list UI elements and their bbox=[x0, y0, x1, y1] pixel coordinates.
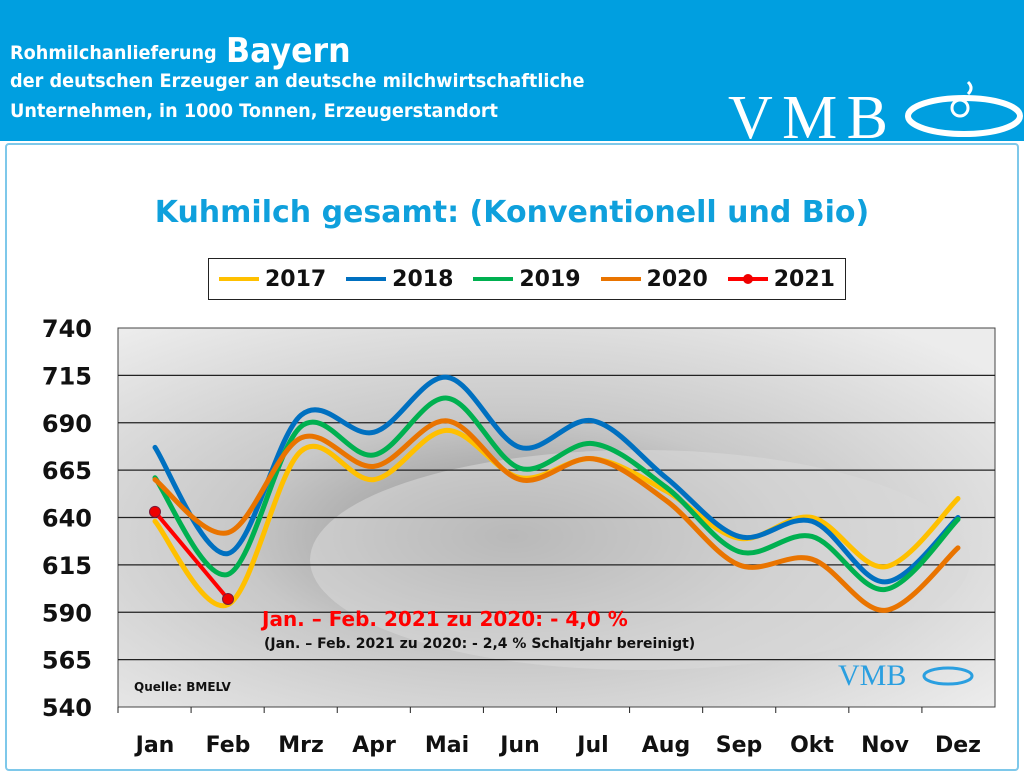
legend-label: 2017 bbox=[264, 266, 327, 292]
legend-label: 2018 bbox=[392, 266, 454, 292]
watermark-logo-swirl bbox=[922, 666, 974, 686]
y-tick-label: 640 bbox=[42, 505, 92, 533]
legend-swatch bbox=[727, 274, 768, 284]
y-tick-label: 615 bbox=[42, 552, 92, 580]
y-tick-label: 690 bbox=[42, 410, 92, 438]
y-tick-label: 715 bbox=[42, 362, 92, 390]
x-tick-label: Dez bbox=[935, 733, 981, 758]
x-tick-label: Jun bbox=[498, 733, 540, 758]
legend-item-2019: 2019 bbox=[473, 266, 581, 292]
y-tick-label: 740 bbox=[42, 315, 92, 343]
header-subtitle-1: der deutschen Erzeuger an deutsche milch… bbox=[10, 70, 585, 92]
legend-swatch bbox=[218, 277, 259, 281]
chart-title: Kuhmilch gesamt: (Konventionell und Bio) bbox=[154, 195, 870, 230]
legend-label: 2019 bbox=[519, 266, 581, 292]
x-tick-label: Sep bbox=[716, 733, 763, 758]
x-tick-label: Mrz bbox=[278, 733, 324, 758]
title-prefix: Rohmilchanlieferung bbox=[10, 42, 217, 64]
legend-item-2021: 2021 bbox=[727, 266, 835, 292]
watermark-logo: VMB bbox=[838, 659, 906, 692]
legend-item-2017: 2017 bbox=[218, 266, 327, 292]
legend-marker bbox=[742, 274, 753, 284]
header-banner: Rohmilchanlieferung Bayern der deutschen … bbox=[0, 0, 1024, 142]
x-tick-label: Aug bbox=[642, 733, 690, 758]
y-tick-label: 540 bbox=[42, 694, 92, 722]
y-tick-label: 665 bbox=[42, 457, 92, 485]
annotation-change: Jan. – Feb. 2021 zu 2020: - 4,0 % bbox=[262, 607, 628, 631]
svg-text:VMB: VMB bbox=[728, 84, 888, 142]
legend-label: 2020 bbox=[646, 266, 708, 292]
legend-swatch bbox=[600, 277, 641, 281]
y-tick-label: 590 bbox=[42, 599, 92, 627]
header-subtitle-2: Unternehmen, in 1000 Tonnen, Erzeugersta… bbox=[10, 100, 499, 122]
series-line-2019 bbox=[152, 395, 961, 593]
legend: 2017 2018 2019 2020 2021 bbox=[208, 258, 846, 300]
x-tick-label: Okt bbox=[790, 733, 834, 758]
y-tick-label: 565 bbox=[42, 647, 92, 675]
x-tick-label: Feb bbox=[206, 733, 251, 758]
annotation-leapyear: (Jan. – Feb. 2021 zu 2020: - 2,4 % Schal… bbox=[264, 636, 696, 652]
x-tick-label: Mai bbox=[425, 733, 469, 758]
legend-item-2018: 2018 bbox=[346, 267, 453, 292]
vmb-logo: VMB bbox=[728, 80, 1023, 142]
x-tick-label: Jul bbox=[575, 733, 608, 758]
legend-swatch bbox=[473, 277, 514, 281]
x-tick-label: Jan bbox=[134, 733, 175, 758]
header-title: Rohmilchanlieferung Bayern bbox=[10, 28, 351, 71]
background-splash bbox=[310, 450, 970, 670]
x-tick-label: Nov bbox=[861, 733, 910, 758]
series-line-2020 bbox=[152, 418, 961, 613]
series-line-2021 bbox=[153, 509, 230, 601]
legend-swatch bbox=[346, 277, 387, 281]
source-note: Quelle: BMELV bbox=[134, 680, 231, 694]
data-point-2021 bbox=[149, 505, 161, 518]
x-tick-label: Apr bbox=[352, 733, 396, 758]
chart-frame bbox=[5, 143, 1019, 771]
legend-item-2020: 2020 bbox=[600, 266, 708, 292]
data-point-2021 bbox=[222, 592, 234, 605]
title-region: Bayern bbox=[226, 31, 351, 71]
legend-label: 2021 bbox=[773, 266, 835, 292]
